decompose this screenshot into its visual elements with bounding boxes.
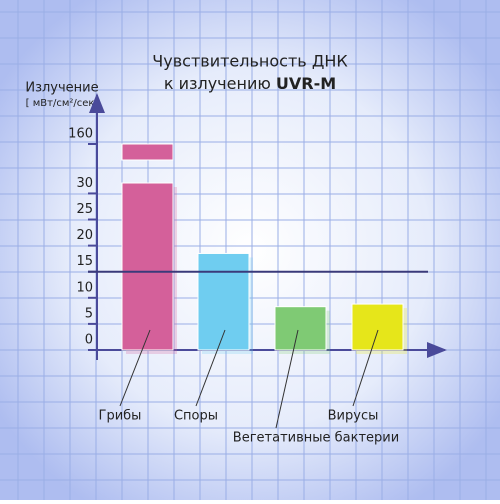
y-tick-label: 10 [76,280,93,295]
pointer [195,329,226,407]
chart-subtitle: к излучению UVR-M [164,74,336,93]
bar-top [121,143,174,161]
bar [351,303,404,351]
x-label: Вегетативные бактерии [233,431,399,446]
subtitle: к излучению [164,74,271,93]
y-tick-label: 25 [76,202,93,217]
y-unit: [ мВт/см²/сек] [26,98,99,109]
pointer [275,329,299,429]
y-tick-label: 5 [85,306,93,321]
subtitle-bold: UVR-M [276,74,336,93]
y-tick-label: 30 [76,176,93,191]
x-label: Грибы [99,409,142,424]
x-label: Вирусы [328,409,379,424]
y-label: Излучение [25,81,98,96]
bar [197,252,250,351]
bar [121,182,174,351]
chart-title: Чувствительность ДНК [152,52,348,71]
y-tick-label: 160 [68,127,93,142]
pointer [119,329,151,407]
x-label: Споры [174,409,218,424]
pointer [352,329,379,407]
y-tick-label: 15 [76,254,93,269]
y-tick-label: 20 [76,228,93,243]
y-tick-label: 0 [85,333,93,348]
bar [274,306,327,351]
